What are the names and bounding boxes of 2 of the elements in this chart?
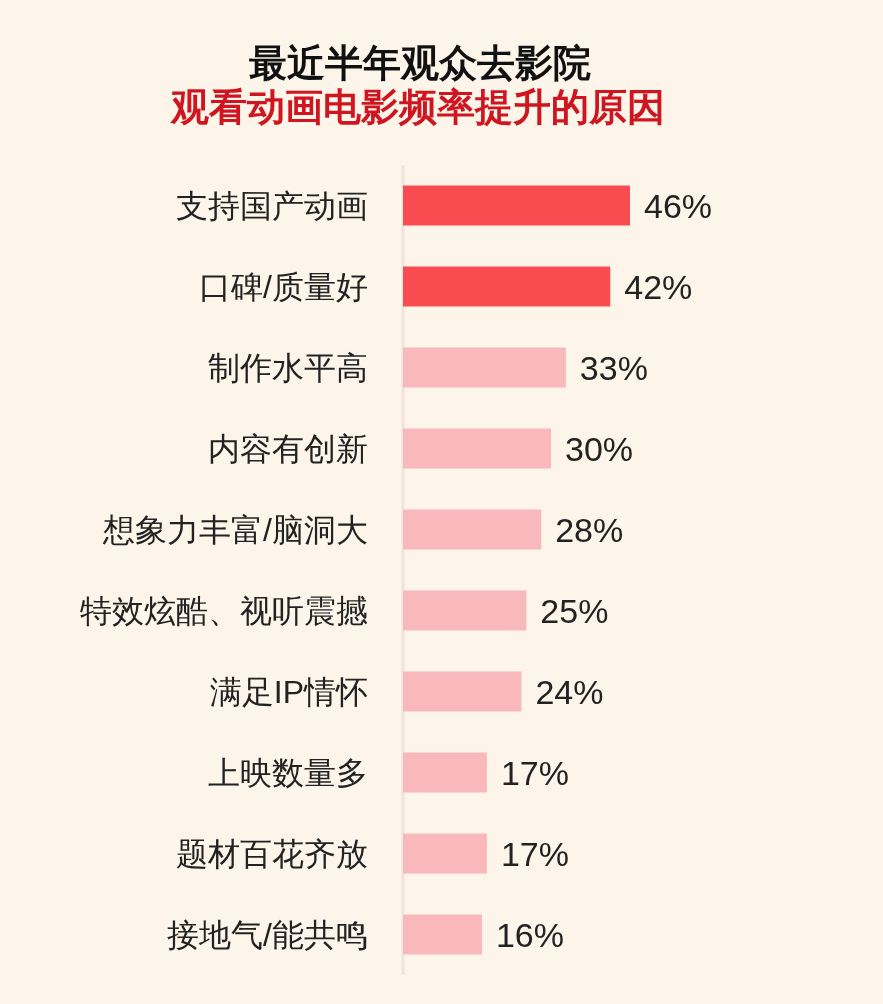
subtitle: 观看动画电影频率提升的原因 [171,86,665,128]
title: 最近半年观众去影院 [249,42,591,84]
